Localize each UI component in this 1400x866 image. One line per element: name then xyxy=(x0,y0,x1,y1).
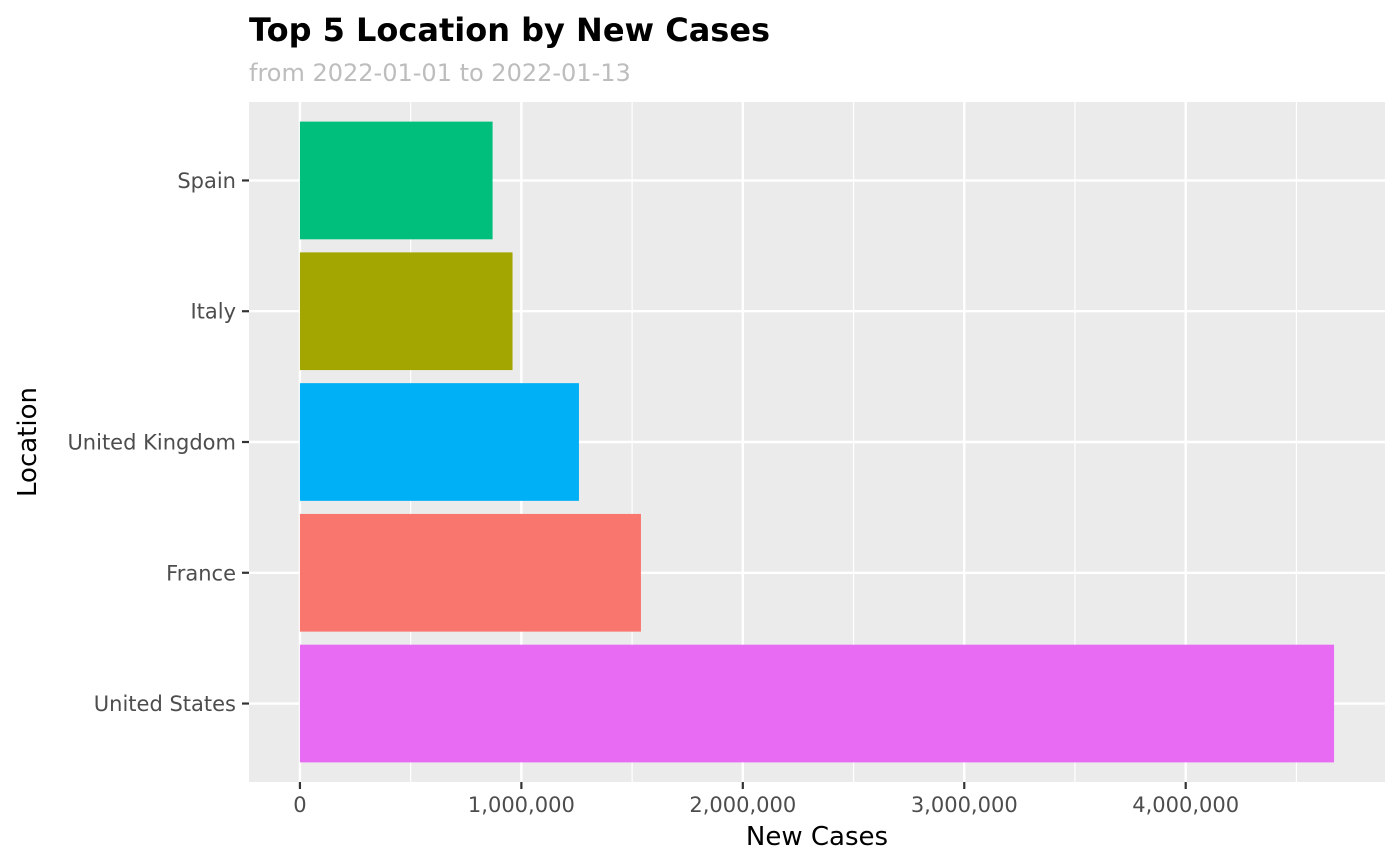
x-tick-label: 3,000,000 xyxy=(911,793,1018,817)
bar-united-states xyxy=(299,644,1335,763)
y-axis-title: Location xyxy=(13,387,43,497)
x-tick-label: 4,000,000 xyxy=(1132,793,1239,817)
bar-france xyxy=(299,513,641,632)
x-axis: 0 1,000,000 2,000,000 3,000,000 4,000,000 xyxy=(293,782,1239,817)
x-axis-title: New Cases xyxy=(746,822,888,852)
bars xyxy=(299,121,1335,763)
bar-italy xyxy=(299,252,513,371)
chart-title: Top 5 Location by New Cases xyxy=(249,11,770,49)
y-tick-label: Italy xyxy=(190,300,236,324)
y-tick-label: Spain xyxy=(177,169,236,193)
y-tick-label: United Kingdom xyxy=(67,431,236,455)
bar-spain xyxy=(299,121,493,240)
y-tick-label: United States xyxy=(94,692,236,716)
x-tick-label: 0 xyxy=(293,793,306,817)
x-tick-label: 1,000,000 xyxy=(468,793,575,817)
y-tick-label: France xyxy=(166,561,236,585)
bar-united-kingdom xyxy=(299,383,579,501)
x-tick-label: 2,000,000 xyxy=(689,793,796,817)
y-axis: United States France United Kingdom Italy Sp… xyxy=(67,169,249,716)
chart-subtitle: from 2022-01-01 to 2022-01-13 xyxy=(249,59,631,87)
